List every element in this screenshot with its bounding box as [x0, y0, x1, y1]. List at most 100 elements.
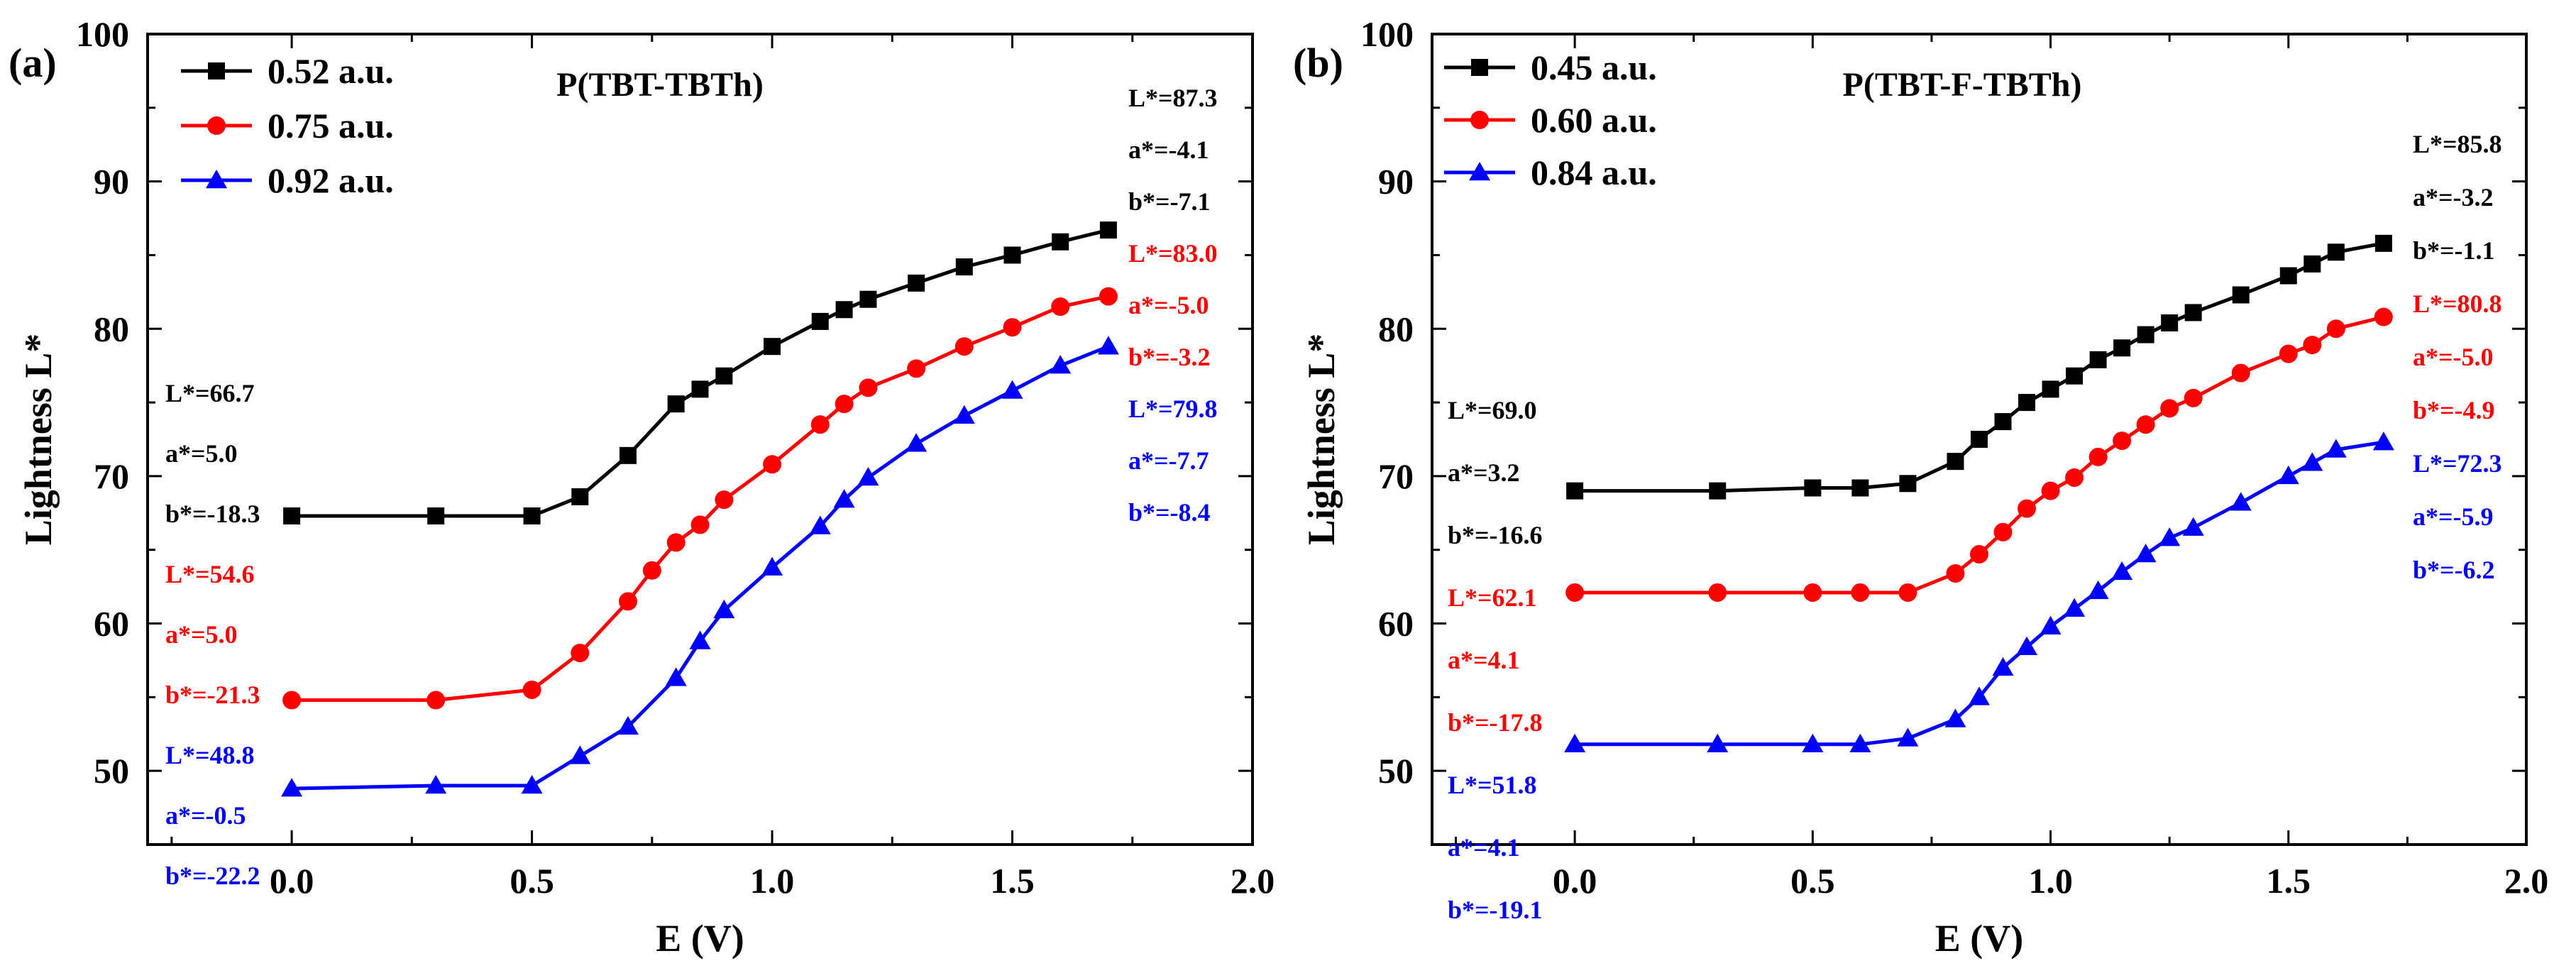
plot-frame [1431, 33, 2528, 846]
annotation-left: L*=51.8 [1448, 771, 1537, 799]
panel-a: 0.0 0.5 1.0 1.5 2.0 50 60 70 80 90 100 E (V) Lightne… [9, 14, 1275, 960]
series-2 [281, 336, 1119, 797]
data-point [523, 507, 541, 524]
x-tick-label: 1.5 [990, 861, 1035, 901]
panel-label: (b) [1293, 40, 1343, 86]
legend-label: 0.75 a.u. [268, 106, 394, 145]
data-point [1566, 482, 1584, 500]
y-tick-label: 70 [1378, 456, 1414, 496]
x-tick-label: 0.0 [1553, 861, 1597, 901]
data-point [569, 745, 591, 764]
x-axis-label: E (V) [656, 917, 744, 960]
data-point [2326, 319, 2345, 339]
data-point [2016, 636, 2038, 656]
data-point [2372, 431, 2394, 451]
data-point [2111, 561, 2133, 581]
data-point [857, 466, 879, 486]
x-tick-label: 0.5 [1790, 861, 1835, 901]
data-point [2088, 447, 2108, 466]
data-point [835, 395, 854, 414]
series-1 [1565, 307, 2393, 602]
data-point [1970, 544, 1988, 564]
data-point [1707, 733, 1729, 753]
data-point [1564, 733, 1586, 753]
data-point [2161, 314, 2179, 331]
series-2 [1564, 431, 2394, 753]
annotation-left: a*=-0.5 [165, 801, 246, 830]
data-point [908, 274, 925, 292]
data-point [1099, 287, 1118, 306]
data-point [2064, 598, 2086, 617]
annotation-right: L*=85.8 [2413, 130, 2502, 158]
x-tick-label: 1.0 [2028, 861, 2073, 901]
x-axis-label: E (V) [1935, 917, 2023, 960]
data-point [2277, 465, 2299, 485]
data-point [2231, 363, 2250, 383]
data-point [667, 395, 685, 413]
y-tick-label: 90 [1378, 162, 1414, 202]
data-point [427, 507, 445, 524]
legend-label: 0.92 a.u. [268, 160, 394, 200]
data-point [859, 290, 877, 308]
legend-label: 0.45 a.u. [1531, 48, 1657, 87]
annotation-right: a*=-7.7 [1128, 446, 1209, 475]
annotation-left: L*=48.8 [165, 741, 255, 769]
y-tick-label: 60 [94, 604, 129, 644]
data-point [2303, 255, 2321, 273]
series-line [1575, 241, 2384, 493]
data-point [2182, 517, 2204, 536]
data-point [1946, 564, 1965, 583]
annotation-left: b*=-21.3 [165, 681, 260, 709]
annotation-right: a*=-5.0 [1128, 291, 1209, 319]
data-point [1001, 380, 1023, 399]
data-point [763, 455, 782, 474]
data-point [954, 337, 974, 356]
data-point [1050, 355, 1072, 374]
annotation-right: L*=80.8 [2413, 290, 2502, 318]
data-point [2065, 468, 2084, 487]
annotation-left: b*=-16.6 [1448, 521, 1543, 549]
data-point [835, 301, 853, 319]
data-point [618, 592, 637, 611]
data-point [1803, 583, 1822, 602]
data-point [1051, 297, 1070, 317]
annotation-left: b*=-17.8 [1448, 708, 1543, 737]
data-point [1851, 583, 1870, 602]
data-point [859, 378, 878, 397]
annotation-right: b*=-7.1 [1128, 187, 1211, 216]
data-point [1003, 318, 1022, 337]
legend-marker [206, 170, 227, 189]
x-tick-label: 2.0 [2504, 861, 2549, 901]
annotation-right: b*=-6.2 [2413, 556, 2495, 584]
y-axis-label: Lightness L* [1300, 334, 1343, 546]
data-point [2232, 286, 2250, 304]
data-point [2279, 344, 2298, 363]
data-point [571, 644, 590, 663]
data-point [810, 415, 830, 434]
x-tick-label: 0.0 [270, 861, 314, 901]
plot-title: P(TBT-TBTh) [556, 66, 764, 104]
data-point [2374, 307, 2393, 326]
data-point [571, 488, 589, 505]
data-point [1993, 522, 2013, 542]
plot-frame [146, 33, 1254, 846]
annotation-right: b*=-3.2 [1128, 343, 1211, 371]
y-tick-label: 100 [1360, 14, 1414, 54]
legend-marker [207, 116, 226, 135]
data-point [1097, 336, 1119, 355]
data-point [2327, 243, 2345, 261]
x-tick-label: 0.5 [510, 861, 554, 901]
data-point [2137, 326, 2154, 343]
data-point [955, 258, 973, 276]
legend-label: 0.52 a.u. [268, 51, 394, 91]
data-point [691, 380, 709, 398]
annotation-left: L*=66.7 [165, 379, 255, 407]
y-tick-label: 90 [94, 162, 129, 202]
annotation-right: a*=-5.9 [2413, 502, 2494, 531]
data-point [715, 490, 734, 510]
data-point [1992, 656, 2014, 676]
annotation-right: a*=-5.0 [2413, 343, 2494, 371]
annotation-left: a*=4.1 [1448, 646, 1520, 674]
x-tick-label: 1.0 [750, 861, 795, 901]
